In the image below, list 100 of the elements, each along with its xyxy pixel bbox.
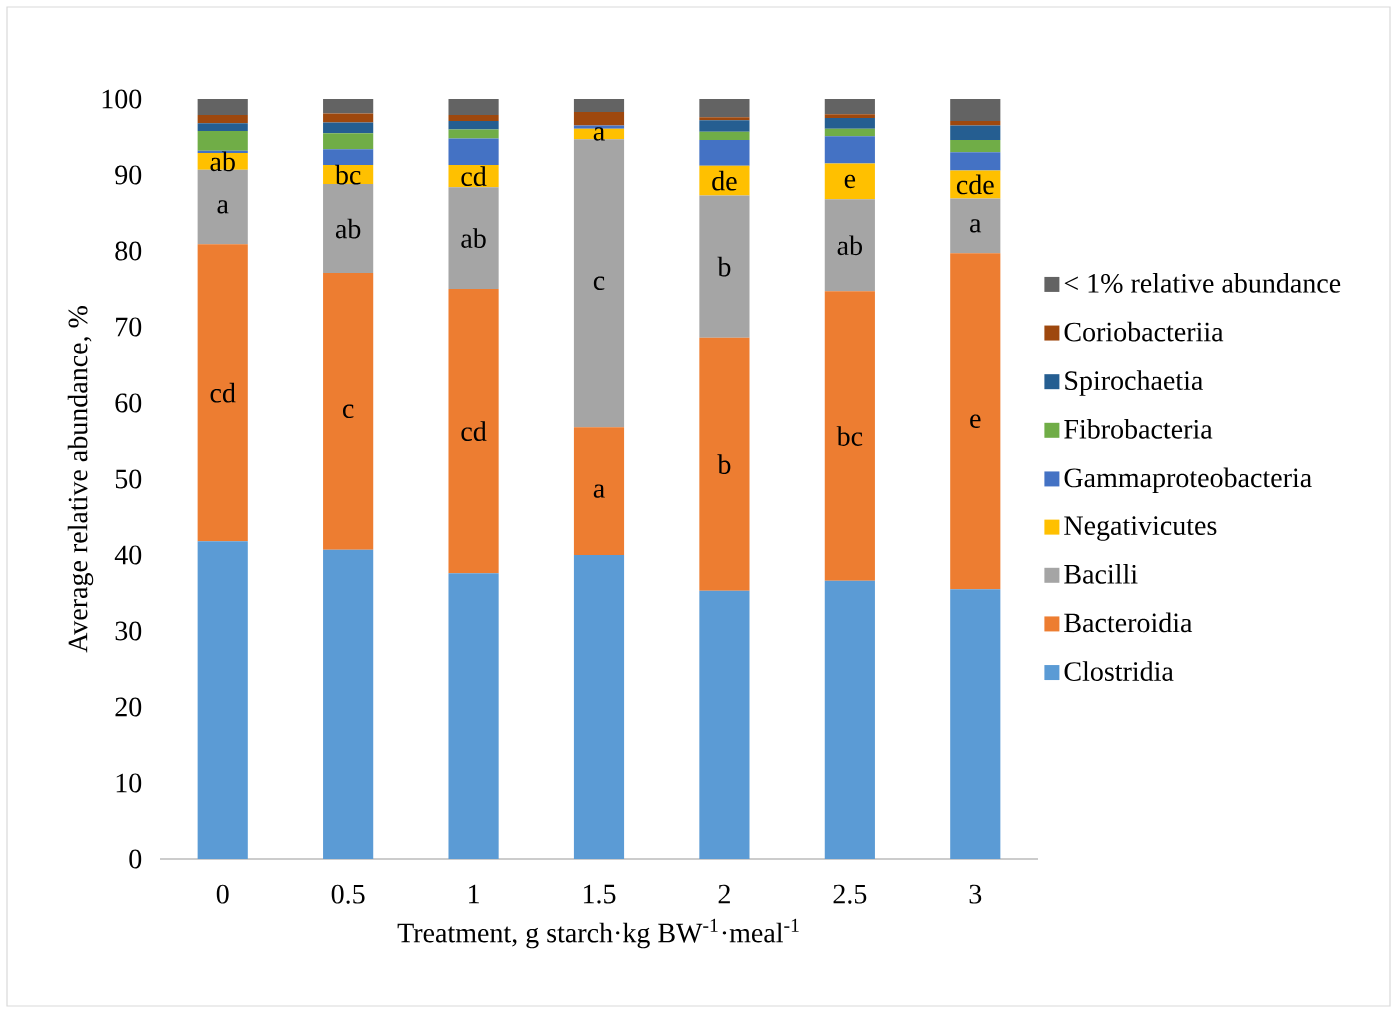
y-tick-label: 60 [115,393,142,413]
bar [323,149,374,166]
x-axis-title: Treatment, g starch·kg BW$^{-1}$·meal$^{-1}$ [397,918,799,949]
x-tick-label: 1 [469,884,479,904]
legend-label: Negativicutes [1064,516,1217,541]
bar [699,337,750,591]
bar [448,98,499,115]
legend-label: Clostridia [1064,661,1174,681]
bar [824,199,875,292]
data-label: cd [210,382,236,403]
bar [699,195,750,338]
data-label: a [593,484,605,498]
bar [699,98,750,118]
data-label: b [717,454,731,475]
bar [573,554,625,859]
legend-label: Spirochaetia [1065,370,1203,396]
data-label: bc [836,426,863,446]
y-tick-label: 10 [116,773,142,793]
bar [323,549,374,859]
x-tick-label: 3 [969,884,982,904]
bar [699,131,750,141]
bar [323,184,374,274]
bar [950,253,1001,590]
legend-label: Coriobacteriia [1064,321,1224,342]
x-tick-label: 0 [216,884,229,904]
x-tick-label: 1.5 [583,884,616,904]
bar [323,122,374,134]
data-label: a [970,219,982,233]
y-tick-label: 80 [115,241,142,261]
y-axis-title: Average relative abundance, % [67,306,94,653]
y-tick-label: 20 [115,697,142,717]
data-label: ab [335,218,361,239]
bar [197,130,248,151]
bar [323,113,374,123]
y-tick-label: 70 [116,317,142,337]
data-label: c [343,404,354,419]
x-tick-label: 2.5 [833,884,867,904]
bar [824,136,875,164]
y-tick-label: 90 [115,165,142,185]
y-tick-label: 0 [129,849,142,869]
bar [573,125,625,129]
bar [950,98,1001,122]
data-label: ab [837,235,862,256]
bar [573,427,625,555]
data-label: de [712,170,737,191]
bar [573,98,625,112]
bar [824,114,875,118]
bar [699,165,750,196]
data-label: cde [956,174,994,195]
bar [197,123,248,131]
bar [448,288,499,574]
bar [824,163,875,200]
data-label: cd [461,166,487,186]
x-tick-label: 2 [718,884,730,904]
bar [448,138,499,166]
bar [448,129,499,139]
bar [197,114,248,124]
data-label: b [717,256,731,277]
legend-label: Gammaproteobacteria [1064,467,1312,494]
bar [197,98,248,115]
data-label: bc [334,164,361,185]
bar [824,291,875,581]
bar [699,117,750,121]
bar [323,273,374,550]
bar [824,128,875,137]
bar [197,244,248,542]
bar [824,117,875,129]
data-label: ab [461,228,486,248]
legend-label: < 1% relative abundance [1064,273,1341,293]
data-label: a [593,127,605,141]
bar [573,139,625,428]
y-tick-label: 40 [114,545,142,565]
y-tick-label: 30 [115,621,142,641]
bar [824,580,875,859]
bar [950,589,1001,859]
bar [699,590,750,859]
bar [950,140,1001,153]
legend-label: Fibrobacteria [1064,418,1213,439]
bar [323,98,374,114]
data-label: c [593,276,605,291]
bar [448,573,499,859]
data-label: e [970,414,981,428]
bar [448,121,499,130]
legend-label: Bacteroidia [1064,612,1193,633]
data-label: cd [461,421,487,441]
bar [448,187,499,289]
bar [197,541,248,859]
data-label: e [844,174,856,189]
bar [950,125,1001,141]
data-label: ab [210,151,235,172]
bar [950,121,1001,126]
bar [950,198,1001,254]
y-tick-label: 50 [115,469,142,489]
bar [448,114,499,122]
bar [950,152,1001,171]
bar [699,140,750,166]
y-tick-label: 100 [102,89,142,109]
bar [573,111,625,126]
data-label: a [217,200,229,214]
x-tick-label: 0.5 [331,884,365,904]
